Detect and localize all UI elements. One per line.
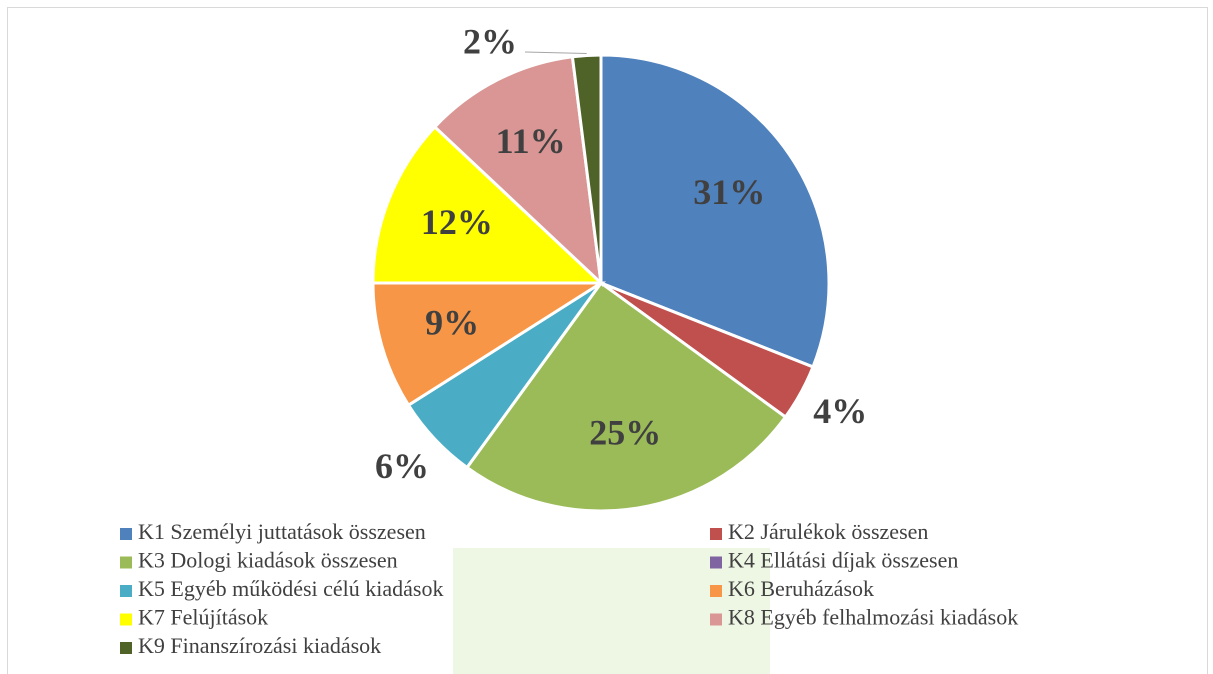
legend-label: K6 Beruházások (728, 576, 874, 601)
legend-swatch (710, 585, 722, 597)
legend-label: K8 Egyéb felhalmozási kiadások (728, 605, 1018, 630)
legend-swatch (710, 557, 722, 569)
page: {"chart_data": {"type": "pie", "categori… (0, 0, 1213, 674)
chart: 31% 4% 25% 6% 9% 12% 11% 2% K1 Személyi juttatás… (0, 0, 1213, 674)
data-label: 6% (375, 446, 429, 486)
data-label: 25% (589, 412, 661, 452)
data-label: 12% (421, 202, 493, 242)
legend-swatch (120, 585, 132, 597)
leader-line (525, 52, 587, 53)
legend-swatch (120, 528, 132, 540)
data-label: 9% (425, 303, 479, 343)
data-label: 31% (693, 172, 765, 212)
legend-swatch (120, 642, 132, 654)
legend-swatch (710, 528, 722, 540)
legend-label: K4 Ellátási díjak összesen (728, 548, 958, 573)
legend-swatch (710, 614, 722, 626)
legend-label: K2 Járulékok összesen (728, 519, 928, 544)
watermark (453, 548, 770, 674)
legend-label: K3 Dologi kiadások összesen (138, 548, 398, 573)
data-label: 4% (813, 391, 867, 431)
legend-label: K9 Finanszírozási kiadások (138, 633, 381, 658)
legend-swatch (120, 557, 132, 569)
legend-label: K7 Felújítások (138, 605, 268, 630)
legend-label: K5 Egyéb működési célú kiadások (138, 576, 444, 601)
legend-label: K1 Személyi juttatások összesen (138, 519, 426, 544)
data-label: 11% (496, 121, 566, 161)
data-label: 2% (463, 21, 517, 61)
legend-swatch (120, 614, 132, 626)
